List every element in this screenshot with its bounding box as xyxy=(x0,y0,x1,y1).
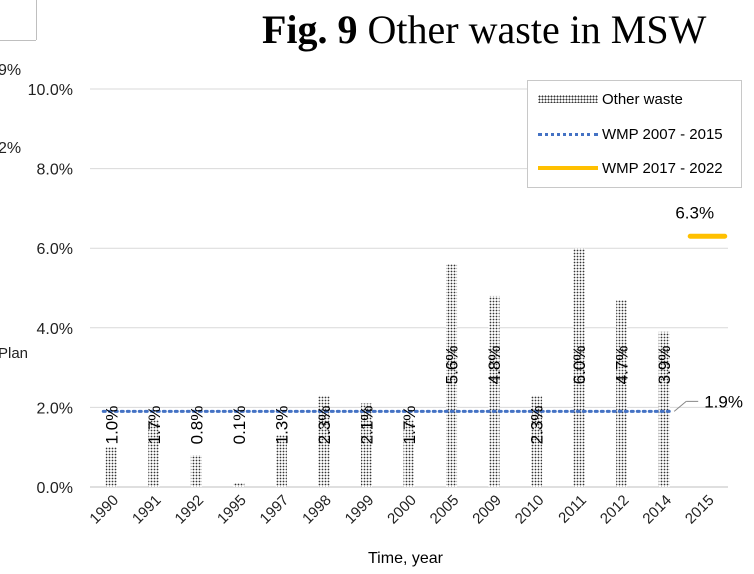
legend-label: Other waste xyxy=(602,90,683,108)
wmp-2007-2015-value-label: 1.9% xyxy=(704,392,743,411)
bar-value-label: 0.8% xyxy=(187,406,206,445)
bar-value-label: 2.1% xyxy=(357,406,376,445)
bar-value-label: 0.1% xyxy=(230,406,249,445)
wmp-2017-2022-value-label: 6.3% xyxy=(675,203,714,222)
cropped-label-c: Plan xyxy=(0,345,29,362)
x-tick-label: 2014 xyxy=(639,492,675,528)
x-tick-label: 2009 xyxy=(469,492,505,528)
x-tick-label: 1990 xyxy=(86,492,122,528)
legend-item-other-waste: Other waste xyxy=(538,89,683,109)
figure-title: Fig. 9 Other waste in MSW xyxy=(262,6,706,53)
bar-value-label: 1.3% xyxy=(272,406,291,445)
x-tick-label: 1998 xyxy=(299,492,335,528)
legend-label: WMP 2017 - 2022 xyxy=(602,159,723,177)
bar-other-waste xyxy=(148,419,160,487)
bar-other-waste xyxy=(446,264,458,487)
cropped-label-a: 9% xyxy=(0,62,22,79)
bar-value-label: 1.0% xyxy=(102,406,121,445)
bar-other-waste xyxy=(488,295,500,487)
bar-other-waste xyxy=(360,403,372,487)
figure-caption: Other waste in MSW xyxy=(357,7,707,52)
bar-other-waste xyxy=(573,248,585,487)
x-tick-label: 2015 xyxy=(682,492,718,528)
bar-value-label: 2.3% xyxy=(315,406,334,445)
bar-other-waste xyxy=(105,447,117,487)
bar-value-label: 1.7% xyxy=(145,406,164,445)
y-tick-label: 2.0% xyxy=(37,400,73,417)
x-tick-label: 1999 xyxy=(342,492,378,528)
y-tick-label: 0.0% xyxy=(37,480,73,497)
bar-other-waste xyxy=(190,455,202,487)
cropped-label-b: 2% xyxy=(0,140,22,157)
bar-value-label: 4.7% xyxy=(613,346,632,385)
panel-divider xyxy=(36,0,37,40)
figure-number: Fig. 9 xyxy=(262,7,358,52)
bar-value-label: 5.6% xyxy=(443,346,462,385)
x-axis-title: Time, year xyxy=(368,550,443,567)
leader-line xyxy=(673,400,687,412)
legend-swatch-bar xyxy=(538,95,598,103)
bar-value-label: 2.3% xyxy=(528,406,547,445)
x-tick-label: 2012 xyxy=(597,492,633,528)
bar-other-waste xyxy=(275,435,287,487)
x-tick-label: 1991 xyxy=(129,492,165,528)
legend-swatch-dotted xyxy=(538,132,598,136)
bar-value-label: 3.9% xyxy=(655,346,674,385)
bar-value-label: 4.8% xyxy=(485,346,504,385)
x-tick-label: 2005 xyxy=(427,492,463,528)
bar-value-label: 6.0% xyxy=(570,346,589,385)
bar-other-waste xyxy=(616,299,628,487)
y-tick-label: 6.0% xyxy=(37,241,73,258)
x-tick-label: 2010 xyxy=(512,492,548,528)
bar-other-waste xyxy=(403,419,415,487)
legend-item-wmp-2017: WMP 2017 - 2022 xyxy=(538,158,723,178)
x-tick-label: 2011 xyxy=(555,492,590,527)
legend-swatch-line xyxy=(538,166,598,170)
chart-legend: Other waste WMP 2007 - 2015 WMP 2017 - 2… xyxy=(527,80,742,188)
bar-other-waste xyxy=(318,395,330,487)
legend-item-wmp-2007: WMP 2007 - 2015 xyxy=(538,124,723,144)
y-tick-label: 10.0% xyxy=(28,82,73,99)
x-tick-label: 1992 xyxy=(172,492,208,528)
bar-other-waste xyxy=(531,395,543,487)
bar-value-label: 1.7% xyxy=(400,406,419,445)
legend-label: WMP 2007 - 2015 xyxy=(602,125,723,143)
bar-other-waste xyxy=(233,483,245,487)
panel-divider-top xyxy=(0,40,36,41)
x-tick-label: 1997 xyxy=(257,492,293,528)
bar-other-waste xyxy=(658,331,670,487)
y-tick-label: 4.0% xyxy=(37,321,73,338)
x-tick-label: 2000 xyxy=(384,492,420,528)
y-tick-label: 8.0% xyxy=(37,162,73,179)
x-tick-label: 1995 xyxy=(214,492,250,528)
